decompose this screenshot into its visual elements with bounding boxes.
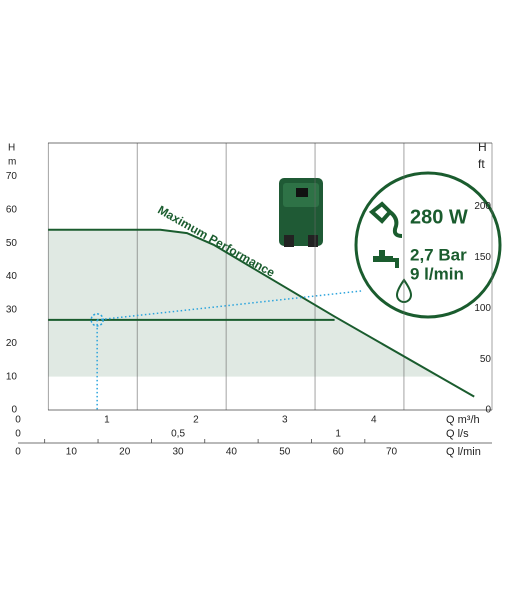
x-tick-label: 30: [173, 447, 185, 458]
x-tick-label: 50: [279, 447, 291, 458]
flow: 9 l/min: [410, 264, 464, 283]
y-tick-label: 50: [6, 238, 18, 249]
y-tick-label: 70: [6, 171, 18, 182]
y2-tick-label: 100: [474, 303, 491, 314]
x-tick-label: 10: [66, 447, 78, 458]
op-leader: [97, 290, 363, 321]
power: 280 W: [410, 206, 468, 228]
y2-title: H: [478, 140, 487, 154]
x-tick-label: 40: [226, 447, 238, 458]
x-tick-label: 70: [386, 447, 398, 458]
y-tick-label: 10: [6, 371, 18, 382]
x-tick-label: 0: [15, 415, 21, 426]
y2-tick-label: 150: [474, 252, 491, 263]
x-axis-title: Q m³/h: [446, 414, 480, 426]
badge: 280 W 2,7 Bar 9 l/min: [354, 171, 502, 319]
y2-tick-label: 50: [480, 354, 492, 365]
x-tick-label: 0: [15, 429, 21, 440]
pump-image: [279, 178, 323, 247]
operating-point: [90, 313, 104, 327]
y-title: H: [8, 143, 15, 154]
plug-icon: [368, 201, 403, 238]
tap-icon: [373, 246, 399, 268]
y-unit: m: [8, 157, 16, 168]
x-axis-title: Q l/s: [446, 428, 469, 440]
y-tick-label: 60: [6, 204, 18, 215]
y-tick-label: 0: [11, 405, 17, 416]
x-tick-label: 0,5: [171, 429, 185, 440]
x-tick-label: 2: [193, 415, 199, 426]
operating-area: [48, 229, 440, 377]
x-tick-label: 0: [15, 447, 21, 458]
x-tick-label: 20: [119, 447, 131, 458]
y2-tick-label: 200: [474, 201, 491, 212]
y-tick-label: 30: [6, 305, 18, 316]
x-tick-label: 4: [371, 415, 377, 426]
y2-tick-label: 0: [485, 405, 491, 416]
y-tick-label: 20: [6, 338, 18, 349]
curve: [48, 228, 475, 398]
x-tick-label: 3: [282, 415, 288, 426]
x-tick-label: 60: [333, 447, 345, 458]
pressure: 2,7 Bar: [410, 245, 467, 264]
y-tick-label: 40: [6, 271, 18, 282]
x-tick-label: 1: [104, 415, 110, 426]
x-tick-label: 1: [335, 429, 341, 440]
x-axis-title: Q l/min: [446, 446, 481, 458]
y2-unit: ft: [478, 157, 485, 171]
